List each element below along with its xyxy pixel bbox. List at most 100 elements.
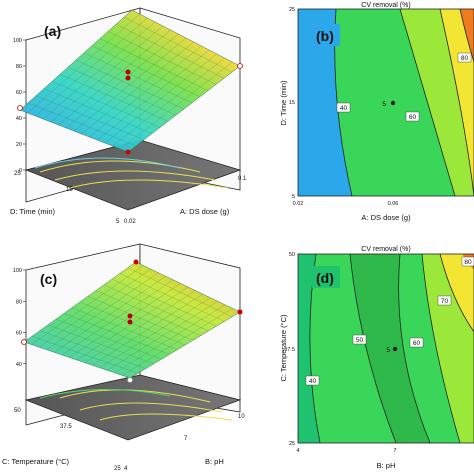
surface-mesh-line bbox=[114, 304, 226, 374]
panel-a-design-point bbox=[237, 63, 243, 69]
panel-d-ylabel: C: Temperature (°C) bbox=[279, 314, 288, 382]
surface-mesh-line bbox=[104, 53, 217, 144]
panel-b-level-box bbox=[457, 52, 472, 63]
panel-a-tag: (a) bbox=[44, 23, 61, 39]
panel-b-x-tick-label: 0.06 bbox=[388, 201, 399, 207]
panel-d-level-box bbox=[305, 375, 320, 386]
panel-d-contour-line bbox=[439, 253, 474, 333]
surface-mesh-line bbox=[87, 296, 193, 341]
surface-mesh-line bbox=[97, 49, 210, 141]
panel-d-region-band bbox=[350, 254, 430, 443]
panel-c-y-tick-label: 37.5 bbox=[60, 424, 72, 430]
panel-d-frame bbox=[297, 253, 474, 444]
z-tick-label: 0 bbox=[19, 168, 22, 174]
panel-c-design-point bbox=[133, 259, 139, 265]
z-tick-label: 60 bbox=[16, 90, 22, 96]
surface-mesh-line bbox=[89, 45, 202, 138]
panel-b-center-label: 5 bbox=[382, 101, 386, 108]
panel-d-contour-line bbox=[421, 253, 461, 444]
panel-c-ylabel: C: Temperature (°C) bbox=[2, 457, 70, 466]
z-tick-label: 80 bbox=[16, 299, 22, 305]
panel-c-design-point bbox=[21, 339, 27, 345]
z-tick-label: 100 bbox=[13, 268, 22, 274]
panel-c-xlabel: B: pH bbox=[205, 457, 224, 466]
panel-a-y-tick-label: 15 bbox=[66, 187, 73, 193]
panel-a: 0 20 40 60 80 100 25 15 5 0.02 0.1 D: Time (m… bbox=[10, 7, 247, 225]
panel-a-x-tick-label: 0.02 bbox=[124, 219, 136, 225]
surface-mesh-line bbox=[107, 31, 217, 85]
surface-mesh-line bbox=[91, 45, 201, 97]
surface-mesh-line bbox=[119, 273, 225, 322]
panel-b-level-box bbox=[405, 111, 420, 122]
panel-c-y-tick-label: 25 bbox=[114, 466, 121, 472]
panel-a-floor bbox=[24, 139, 242, 211]
panel-d-x-tick-label: 4 bbox=[296, 448, 299, 454]
panel-c-y-tick-label: 50 bbox=[14, 408, 21, 414]
panel-b-contour-line bbox=[399, 8, 456, 197]
surface-mesh-line bbox=[81, 41, 194, 135]
surface-mesh-line bbox=[99, 297, 211, 368]
panel-b-frame bbox=[297, 8, 474, 197]
panel-b-contour-line bbox=[459, 8, 474, 63]
panel-d-region-high bbox=[440, 254, 474, 332]
panel-a-y-tick-label: 25 bbox=[14, 171, 21, 177]
panel-a-ylabel: D: Time (min) bbox=[10, 207, 56, 216]
panel-d-title: CV removal (%) bbox=[361, 246, 410, 253]
panel-d-xlabel: B: pH bbox=[377, 461, 396, 470]
panel-a-x-tick-label: 0.1 bbox=[238, 176, 247, 182]
panel-d-contour-line bbox=[398, 253, 431, 444]
panel-b-contour-line bbox=[439, 8, 474, 197]
panel-d-y-tick-label: 25 bbox=[289, 441, 295, 447]
z-tick-label: 100 bbox=[13, 38, 22, 44]
panel-b-y-tick-label: 5 bbox=[292, 194, 295, 200]
panel-a-design-point bbox=[125, 149, 131, 155]
panel-d-center-point bbox=[392, 346, 398, 352]
panel-a-y-tick-label: 5 bbox=[116, 219, 120, 225]
surface-mesh-line bbox=[112, 57, 225, 147]
panel-b-center-point bbox=[390, 100, 396, 106]
surface-mesh-line bbox=[111, 278, 217, 327]
panel-b-ylabel: D: Time (min) bbox=[279, 80, 288, 126]
surface-mesh-line bbox=[127, 267, 233, 317]
surface-mesh-line bbox=[120, 61, 233, 150]
panel-a-floor-contour-cyan bbox=[34, 157, 181, 169]
panel-d-level-box bbox=[352, 334, 367, 345]
panel-b-level-box bbox=[336, 102, 351, 113]
panel-d-level-box bbox=[409, 337, 424, 348]
panel-b-xlabel: A: DS dose (g) bbox=[361, 213, 411, 222]
surface-mesh-line bbox=[123, 16, 233, 73]
panel-c-tag: (c) bbox=[40, 271, 57, 287]
surface-mesh-line bbox=[103, 284, 209, 332]
panel-d-tag-bg bbox=[312, 266, 340, 288]
panel-c-center-point bbox=[127, 319, 133, 325]
panel-a-center-point bbox=[125, 69, 131, 75]
z-tick-label: 40 bbox=[16, 362, 22, 368]
panel-c-x-tick-label: 4 bbox=[124, 466, 128, 472]
panel-d-level-label: 40 bbox=[309, 378, 317, 385]
z-tick-label: 40 bbox=[16, 116, 22, 122]
panel-b: CV removal (%) 40 60 80 5 25 15 5 0.02 0… bbox=[279, 2, 474, 222]
panel-c-center-point bbox=[127, 313, 133, 319]
panel-d-contour-line bbox=[349, 253, 397, 444]
surface-mesh-line bbox=[76, 286, 189, 361]
surface-mesh-line bbox=[122, 308, 233, 376]
panel-b-y-tick-label: 15 bbox=[289, 100, 295, 106]
panel-a-center-point bbox=[125, 75, 131, 81]
panel-b-title: CV removal (%) bbox=[361, 2, 410, 9]
z-tick-label: 60 bbox=[16, 331, 22, 337]
panel-d-level-label: 60 bbox=[413, 340, 421, 347]
panel-a-xlabel: A: DS dose (g) bbox=[180, 207, 230, 216]
panel-b-x-tick-label: 0.02 bbox=[293, 201, 304, 207]
panel-c: 40 60 80 100 50 37.5 25 4 7 10 C: Temperatu… bbox=[2, 243, 245, 472]
panel-b-level-label: 60 bbox=[409, 114, 417, 121]
panel-d-center-label: 5 bbox=[386, 347, 390, 354]
surface-mesh-line bbox=[99, 38, 209, 91]
panel-c-surface-mesh bbox=[31, 265, 233, 376]
surface-mesh-line bbox=[73, 37, 187, 132]
panel-d-level-box bbox=[461, 256, 474, 267]
surface-mesh-line bbox=[92, 293, 203, 366]
panel-c-design-point bbox=[237, 309, 243, 315]
panel-a-surface-mesh bbox=[27, 13, 233, 150]
